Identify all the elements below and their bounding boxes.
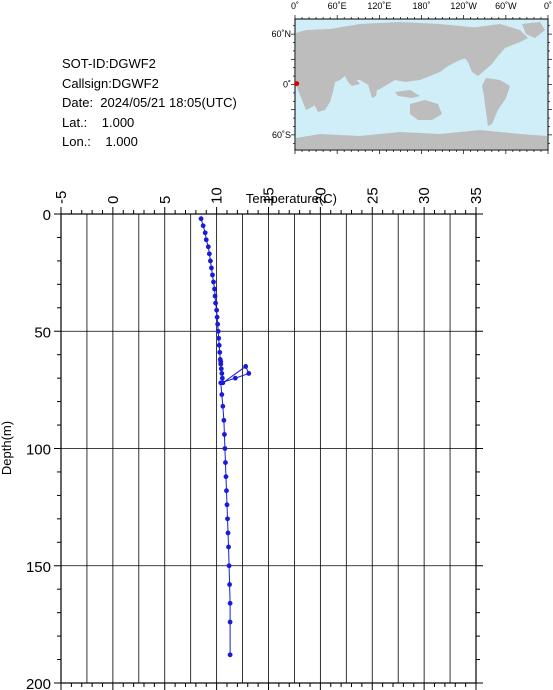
- temperature-data-point: [223, 474, 229, 480]
- temperature-data-point: [226, 544, 231, 550]
- temperature-data-point: [208, 258, 213, 264]
- temperature-data-point: [222, 446, 228, 451]
- map-lon-label: 0˚: [291, 1, 299, 11]
- plot-frame: [60, 213, 477, 684]
- temperature-data-point: [227, 582, 232, 587]
- temperature-data-point: [221, 417, 227, 423]
- temperature-data-point: [214, 314, 220, 320]
- map-lon-label: 120˚E: [367, 1, 391, 11]
- map-lat-label: 60˚N: [271, 29, 291, 39]
- temperature-data-point: [212, 293, 218, 299]
- sot-id-label: SOT-ID:DGWF2: [62, 56, 156, 71]
- map-land: [296, 22, 547, 149]
- map-lon-label: 60˚W: [495, 1, 517, 11]
- map-lon-label: 0˚: [544, 1, 552, 11]
- temperature-data-point: [216, 342, 222, 348]
- float-position-marker: [294, 81, 300, 87]
- temperature-data-point: [226, 563, 232, 569]
- temperature-data-point: [223, 460, 228, 465]
- temperature-data-point: [217, 349, 223, 355]
- y-axis-title: Depth(m): [0, 421, 14, 475]
- temperature-data-point: [219, 375, 225, 381]
- temperature-data-point: [216, 335, 222, 341]
- temperature-data-point: [213, 300, 218, 306]
- temperature-data-point: [243, 364, 249, 369]
- y-tick-label: 200: [26, 676, 51, 690]
- temperature-data-point: [209, 265, 214, 271]
- temperature-data-point: [215, 321, 221, 327]
- temperature-data-point: [227, 619, 233, 625]
- temperature-profile-line: [200, 218, 250, 655]
- temperature-data-point: [210, 272, 215, 278]
- map-lon-label: 120˚W: [450, 1, 477, 11]
- temperature-data-point: [220, 403, 226, 409]
- temperature-data-point: [218, 361, 224, 367]
- lon-label: Lon.: 1.000: [62, 134, 138, 149]
- lat-label: Lat.: 1.000: [62, 114, 135, 130]
- map-lat-label: 0˚: [283, 80, 291, 90]
- temperature-data-point: [222, 432, 227, 437]
- temperature-data-point: [205, 244, 211, 250]
- temperature-data-point: [212, 286, 217, 292]
- temperature-data-point: [225, 530, 231, 536]
- temperature-data-point: [214, 307, 220, 313]
- map-lon-label: 60˚E: [328, 1, 347, 11]
- map-lat-label: 60˚S: [272, 130, 291, 140]
- map-lon-label: 180˚: [412, 1, 430, 11]
- temperature-data-point: [206, 251, 212, 257]
- temperature-data-point: [224, 488, 229, 494]
- float-info-panel: SOT-ID:DGWF2 Callsign:DGWF2 Date: 2024/0…: [62, 54, 237, 152]
- temperature-data-point: [202, 230, 208, 236]
- temperature-data-point: [227, 652, 233, 658]
- y-tick-label: 0: [43, 207, 51, 224]
- temperature-data-point: [217, 356, 223, 362]
- temperature-data-point: [215, 328, 221, 334]
- temperature-data-point: [218, 359, 224, 365]
- y-tick-label: 50: [34, 324, 51, 341]
- temperature-data-point: [232, 375, 238, 381]
- temperature-data-point: [220, 380, 226, 386]
- y-tick-label: 150: [26, 559, 51, 576]
- callsign-label: Callsign:DGWF2: [62, 75, 159, 91]
- temperature-data-point: [198, 216, 204, 222]
- date-label: Date: 2024/05/21 18:05(UTC): [62, 95, 237, 110]
- temperature-data-point: [200, 223, 206, 229]
- temperature-data-point: [218, 380, 224, 386]
- y-tick-label: 100: [26, 442, 51, 459]
- temperature-data-point: [224, 502, 230, 508]
- temperature-data-point: [211, 279, 216, 285]
- temperature-data-point: [219, 392, 225, 397]
- temperature-data-point: [227, 600, 233, 606]
- temperature-data-point: [246, 371, 252, 376]
- temperature-data-point: [203, 237, 209, 243]
- temperature-data-point: [225, 516, 230, 522]
- temperature-data-point: [218, 366, 224, 372]
- world-map: 0˚ 60˚E 120˚E 180˚ 120˚W 60˚W 0˚ 60˚N 0˚ 60˚S: [271, 1, 552, 154]
- temperature-data-point: [219, 371, 225, 376]
